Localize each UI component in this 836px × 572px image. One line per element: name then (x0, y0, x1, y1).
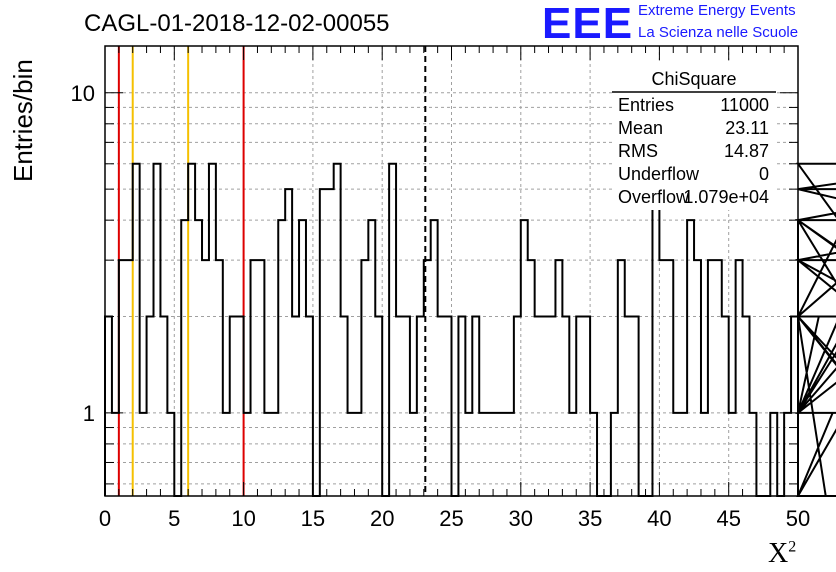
stats-value: 14.87 (724, 141, 769, 161)
x-axis-label-superscript: 2 (788, 538, 797, 556)
stats-title: ChiSquare (651, 69, 736, 89)
x-axis-label-base: X (768, 538, 789, 569)
stats-label: Mean (618, 118, 663, 138)
x-tick-label: 45 (716, 506, 740, 531)
x-tick-label: 10 (231, 506, 255, 531)
x-tick-label: 50 (786, 506, 810, 531)
stats-value: 0 (759, 164, 769, 184)
x-tick-label: 30 (509, 506, 533, 531)
stats-box-bg (612, 62, 776, 210)
y-tick-label: 10 (71, 81, 95, 106)
x-tick-label: 20 (370, 506, 394, 531)
eee-logo: EEE (542, 0, 634, 48)
stats-label: Overflow (618, 187, 690, 207)
logo-tagline-1: Extreme Energy Events (638, 2, 796, 19)
stats-label: Underflow (618, 164, 700, 184)
stats-label: RMS (618, 141, 658, 161)
histogram-line (104, 162, 836, 497)
x-tick-label: 5 (168, 506, 180, 531)
stats-box: ChiSquare Entries 11000 Mean 23.11 RMS 14.87 Un… (612, 62, 776, 210)
stats-value: 1.079e+04 (683, 187, 769, 207)
y-axis-label: Entries/bin (8, 59, 38, 182)
stats-value: 11000 (720, 95, 769, 115)
x-tick-label: 0 (99, 506, 111, 531)
chart-title: CAGL-01-2018-12-02-00055 (84, 10, 390, 37)
x-tick-label: 35 (578, 506, 602, 531)
y-tick-label: 1 (83, 401, 95, 426)
x-tick-label: 40 (647, 506, 671, 531)
x-axis-label: X2 (768, 538, 796, 570)
reference-lines (117, 46, 427, 496)
logo-tagline-2: La Scienza nelle Scuole (638, 24, 799, 41)
stats-value: 23.11 (725, 118, 769, 138)
axis-ticks: 0 5 10 15 20 25 30 35 40 45 50 1 10 (71, 46, 810, 531)
x-tick-label: 25 (439, 506, 463, 531)
histogram-series (104, 162, 836, 497)
x-tick-label: 15 (301, 506, 325, 531)
stats-label: Entries (618, 95, 674, 115)
